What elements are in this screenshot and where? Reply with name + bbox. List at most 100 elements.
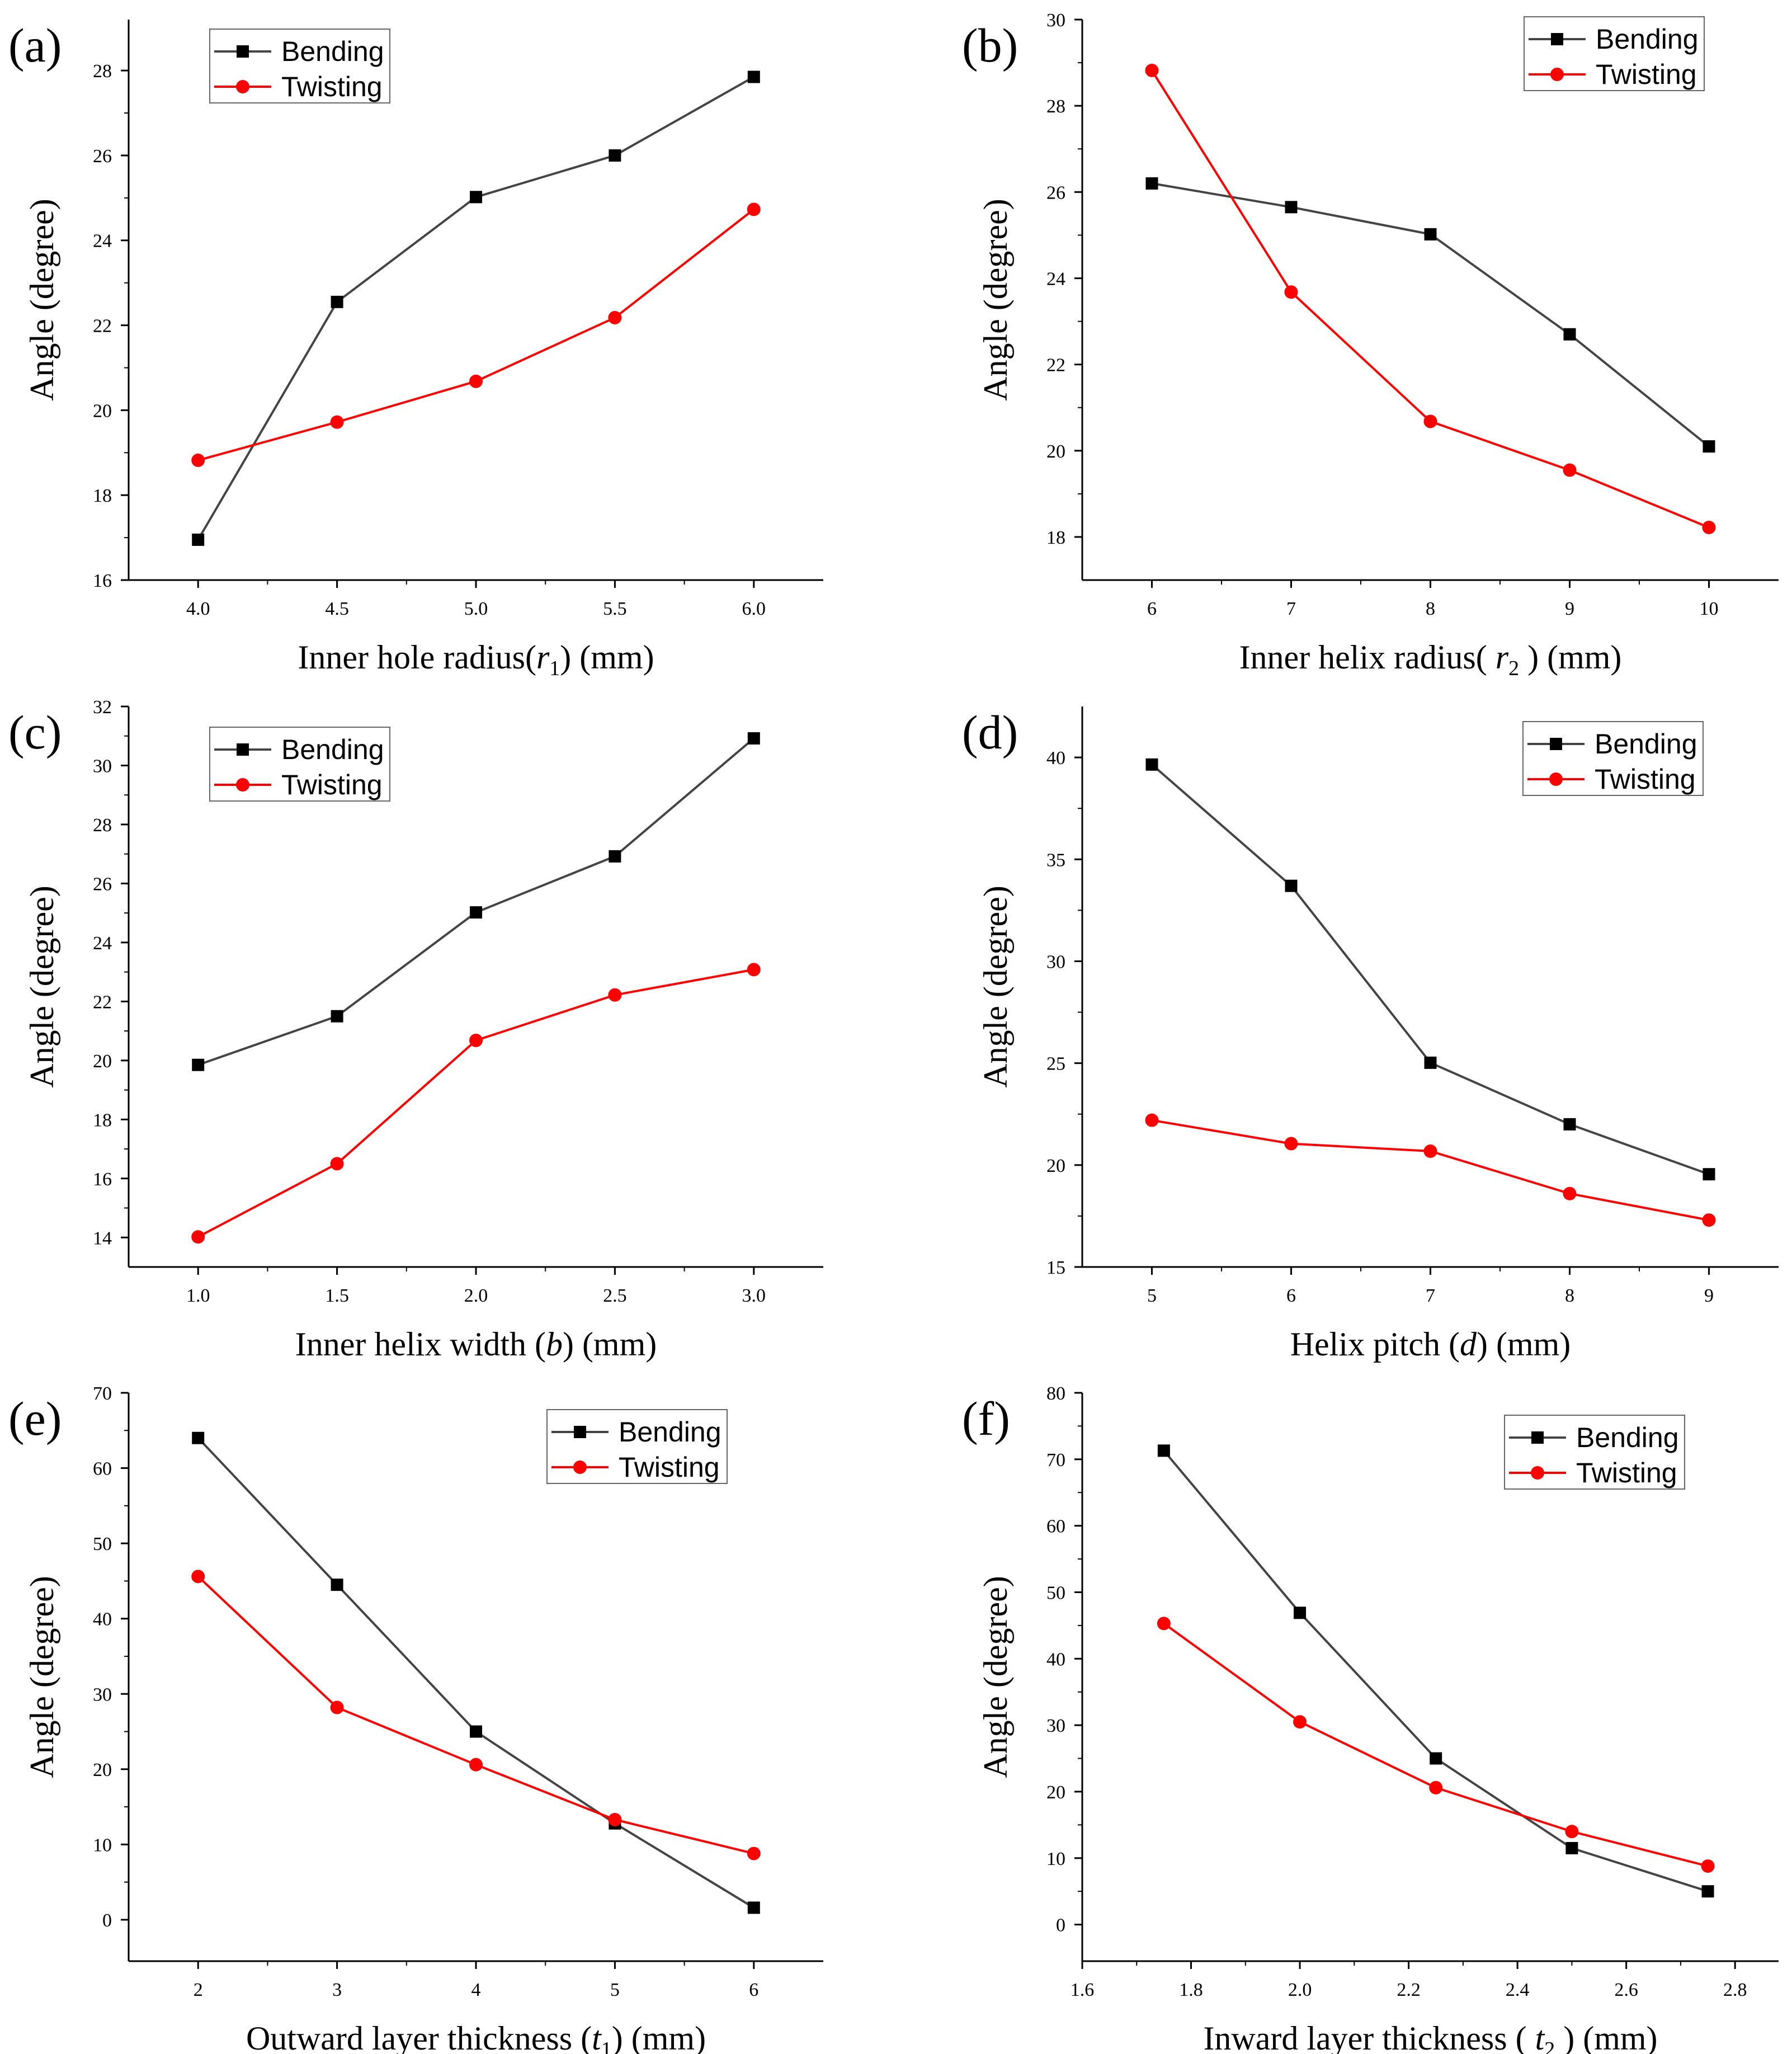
data-point-twisting xyxy=(1702,1213,1716,1227)
x-tick-label: 8 xyxy=(1426,599,1435,619)
data-point-bending xyxy=(609,850,621,863)
y-axis-title: Angle (degree) xyxy=(977,885,1014,1087)
x-tick-label: 5.0 xyxy=(464,599,488,619)
legend: Bending Twisting xyxy=(1504,1415,1685,1490)
x-tick-label: 1.6 xyxy=(1071,1980,1095,2000)
y-tick-label: 28 xyxy=(93,61,112,82)
legend-label-bending: Bending xyxy=(1596,23,1699,55)
x-tick-label: 5 xyxy=(1147,1285,1157,1306)
y-tick-label: 18 xyxy=(93,1110,112,1130)
y-tick-label: 25 xyxy=(1046,1054,1065,1075)
legend-marker-square-icon xyxy=(237,743,249,756)
data-point-twisting xyxy=(1284,285,1298,299)
legend-label-twisting: Twisting xyxy=(281,71,383,102)
y-tick-label: 16 xyxy=(93,571,112,591)
legend-box xyxy=(1522,721,1704,796)
data-point-twisting xyxy=(608,310,622,324)
y-tick-label: 30 xyxy=(93,1684,112,1705)
legend-label-bending: Bending xyxy=(1595,728,1697,760)
x-tick-label: 3 xyxy=(332,1980,342,2000)
x-axis-title: Inner helix width (b) (mm) xyxy=(295,1326,657,1363)
panel-letter: (c) xyxy=(8,705,62,759)
data-point-bending xyxy=(1285,879,1298,892)
legend-marker-circle-icon xyxy=(1549,772,1563,786)
legend-marker-square-icon xyxy=(574,1426,586,1438)
y-tick-label: 24 xyxy=(93,231,112,252)
y-tick-label: 18 xyxy=(1046,527,1065,548)
legend-marker-circle-icon xyxy=(236,80,249,93)
chart-panel-e: (e) 0 10 20 30 40 50 60 70 2 3 4 5 6 Outward layer thi… xyxy=(8,1383,823,2054)
y-axis-title: Angle (degree) xyxy=(977,1576,1014,1778)
data-point-bending xyxy=(747,732,760,745)
x-tick-label: 4 xyxy=(471,1980,481,2000)
series-line-bending xyxy=(1152,182,1710,447)
panel-letter: (e) xyxy=(8,1392,62,1445)
y-tick-label: 18 xyxy=(93,486,112,506)
series-line-twisting xyxy=(197,1575,754,1855)
y-tick-label: 26 xyxy=(93,874,112,894)
x-tick-label: 2.0 xyxy=(464,1285,488,1306)
data-point-twisting xyxy=(1563,1186,1577,1200)
chart-panel-d: (d) 15 20 25 30 35 40 5 6 7 8 9 Helix pitch (d) (mm)… xyxy=(962,705,1779,1363)
x-tick-label: 8 xyxy=(1565,1285,1574,1306)
y-tick-label: 22 xyxy=(1046,355,1065,376)
data-point-bending xyxy=(1157,1444,1170,1457)
data-point-bending xyxy=(192,533,205,546)
data-point-twisting xyxy=(1145,63,1159,77)
x-tick-label: 2 xyxy=(194,1980,203,2000)
data-point-twisting xyxy=(1157,1617,1171,1631)
data-point-twisting xyxy=(1429,1780,1443,1794)
y-tick-label: 60 xyxy=(1046,1516,1065,1537)
y-tick-label: 40 xyxy=(1046,748,1065,769)
y-axis-title: Angle (degree) xyxy=(23,1576,60,1778)
x-tick-label: 2.5 xyxy=(603,1285,627,1306)
data-point-bending xyxy=(192,1431,205,1444)
data-point-twisting xyxy=(469,374,483,388)
x-tick-label: 6 xyxy=(1286,1285,1296,1306)
y-tick-label: 60 xyxy=(93,1459,112,1480)
series-line-bending xyxy=(197,76,754,540)
panel-letter: (a) xyxy=(8,18,62,72)
x-tick-label: 9 xyxy=(1565,599,1574,619)
x-axis-title: Outward layer thickness (t1) (mm) xyxy=(246,2020,706,2054)
data-point-bending xyxy=(1430,1752,1442,1765)
y-tick-label: 22 xyxy=(93,992,112,1012)
legend-label-bending: Bending xyxy=(1576,1422,1679,1453)
legend-marker-circle-icon xyxy=(1531,1466,1544,1480)
x-tick-label: 6 xyxy=(1147,599,1157,619)
y-tick-label: 14 xyxy=(93,1228,112,1249)
data-point-bending xyxy=(1563,328,1576,341)
data-point-twisting xyxy=(1565,1825,1579,1839)
x-tick-label: 10 xyxy=(1700,599,1719,619)
y-tick-label: 70 xyxy=(1046,1450,1065,1471)
y-tick-label: 40 xyxy=(1046,1649,1065,1670)
x-tick-label: 9 xyxy=(1704,1285,1714,1306)
data-point-bending xyxy=(1145,758,1158,771)
chart-panel-f: (f) 0 10 20 30 40 50 60 70 80 1.6 1.8 2.0 2.2 2.4 2.6 2.… xyxy=(962,1383,1779,2054)
y-tick-label: 16 xyxy=(93,1169,112,1190)
data-point-twisting xyxy=(1145,1113,1159,1127)
legend-marker-square-icon xyxy=(1531,1431,1544,1444)
data-point-twisting xyxy=(1423,414,1437,428)
data-point-bending xyxy=(470,191,482,204)
y-tick-label: 35 xyxy=(1046,850,1065,870)
data-point-twisting xyxy=(747,1846,761,1860)
y-tick-label: 30 xyxy=(1046,951,1065,972)
y-tick-label: 20 xyxy=(1046,1782,1065,1803)
y-tick-label: 28 xyxy=(93,815,112,836)
x-tick-label: 6 xyxy=(749,1980,758,2000)
series-line-twisting xyxy=(1152,1119,1709,1222)
data-point-bending xyxy=(1424,228,1437,241)
data-point-bending xyxy=(1294,1607,1307,1619)
legend-box xyxy=(209,727,390,802)
data-point-twisting xyxy=(330,1700,344,1714)
x-axis-title: Inward layer thickness ( t2 ) (mm) xyxy=(1203,2020,1657,2054)
x-tick-label: 2.8 xyxy=(1723,1980,1747,2000)
x-axis-title: Helix pitch (d) (mm) xyxy=(1290,1326,1571,1363)
y-tick-label: 20 xyxy=(1046,1156,1065,1176)
y-tick-label: 40 xyxy=(93,1609,112,1630)
legend-marker-square-icon xyxy=(1551,33,1563,45)
series-line-bending xyxy=(1151,764,1710,1176)
series-line-bending xyxy=(197,1437,754,1909)
data-point-bending xyxy=(470,906,482,919)
